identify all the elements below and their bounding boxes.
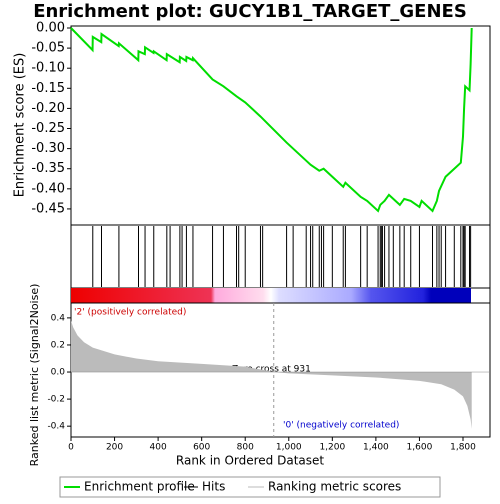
y-tick-label: -0.05 (31, 41, 65, 56)
zero-cross-label: Zero cross at 931 (232, 365, 311, 375)
y-tick-label: -0.40 (31, 181, 65, 196)
x-tick-label: 1,200 (319, 443, 345, 453)
y-tick-label: 0.4 (51, 313, 66, 323)
y-tick-label: -0.10 (31, 61, 65, 76)
x-tick-label: 800 (237, 443, 254, 453)
x-tick-label: 1,400 (363, 443, 389, 453)
y-tick-label: -0.2 (47, 395, 65, 405)
chart-title: Enrichment plot: GUCY1B1_TARGET_GENES (33, 1, 467, 22)
es-y-label: Enrichment score (ES) (13, 53, 28, 198)
y-tick-label: -0.25 (31, 121, 65, 136)
x-tick-label: 200 (106, 443, 123, 453)
y-tick-label: -0.20 (31, 101, 65, 116)
y-tick-label: 0.2 (51, 340, 65, 350)
legend-label: Enrichment profile (84, 480, 195, 494)
pos-label: '2' (positively correlated) (74, 308, 186, 318)
y-tick-label: 0.00 (36, 21, 65, 36)
x-tick-label: 1,600 (407, 443, 433, 453)
y-tick-label: -0.30 (31, 141, 65, 156)
y-tick-label: -0.4 (47, 422, 65, 432)
x-tick-label: 600 (193, 443, 210, 453)
metric-y-label: Ranked list metric (Signal2Noise) (28, 284, 41, 467)
neg-label: '0' (negatively correlated) (283, 421, 399, 431)
y-tick-label: -0.35 (31, 161, 65, 176)
legend-label: Ranking metric scores (268, 480, 401, 494)
x-tick-label: 0 (68, 443, 74, 453)
legend-label: Hits (202, 480, 225, 494)
x-tick-label: 400 (150, 443, 167, 453)
color-bar (71, 288, 471, 303)
y-tick-label: 0.0 (51, 368, 66, 378)
es-line (70, 27, 473, 213)
hits-frame (70, 224, 491, 289)
x-axis-label: Rank in Ordered Dataset (176, 454, 324, 468)
y-tick-label: -0.15 (31, 81, 65, 96)
x-tick-label: 1,000 (276, 443, 302, 453)
x-tick-label: 1,800 (450, 443, 476, 453)
metric-area (71, 320, 472, 429)
y-tick-label: -0.45 (31, 201, 65, 216)
